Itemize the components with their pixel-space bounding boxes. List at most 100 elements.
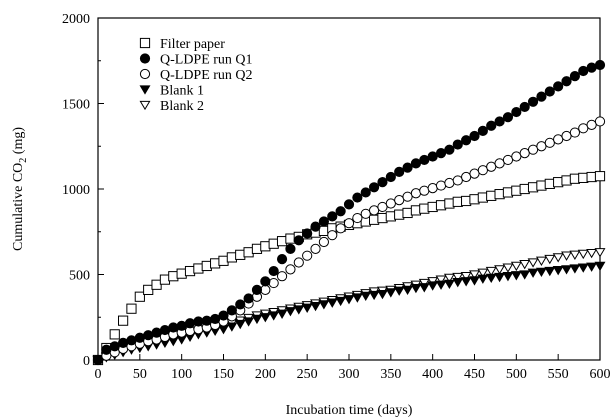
y-tick-label: 2000 [62,12,90,27]
data-point [402,207,413,219]
data-point [352,212,363,224]
data-point [210,313,221,325]
data-point [276,254,288,265]
data-point [444,198,455,209]
data-point [327,230,338,241]
data-point [369,205,380,216]
legend-marker [139,85,151,95]
data-point [527,268,539,278]
x-tick-label: 600 [590,367,611,382]
data-point [318,300,330,310]
data-point [360,187,371,198]
x-tick-label: 200 [255,367,276,382]
data-point [477,125,488,136]
y-tick-label: 1500 [62,98,90,113]
y-tick-label: 0 [83,354,90,369]
data-point [285,243,296,254]
data-point [536,91,547,102]
data-point [335,296,347,307]
data-point [176,320,187,331]
data-point [594,171,606,182]
x-tick-label: 150 [213,367,234,382]
data-point [494,265,506,275]
data-point [268,265,279,277]
axis-ticks: 0 50 100 150 200 250 300 350 400 450 500 550 600 0 500… [62,12,611,382]
data-point [393,286,405,296]
data-point [552,253,564,263]
data-point [377,177,388,188]
data-point [368,290,380,301]
data-point [502,154,514,166]
data-point [302,228,313,239]
data-point [469,276,480,286]
data-point [385,198,396,209]
data-point [452,278,464,288]
data-point [486,120,497,131]
data-point [561,265,573,275]
data-point [159,274,171,285]
data-point [577,263,589,273]
data-point [109,341,120,352]
legend-item: Q-LDPE run Q2 [139,68,253,83]
data-point [502,112,514,123]
data-point [494,189,505,200]
data-point [586,119,597,130]
data-point [268,277,279,289]
x-tick-label: 500 [506,367,527,382]
data-point [511,151,522,162]
series-q-ldpe-run-q1 [92,59,606,366]
data-point [293,235,304,246]
data-point [360,291,372,302]
data-point [310,221,321,232]
data-point [394,195,405,206]
data-point [118,337,129,348]
data-point [226,252,237,263]
data-point [201,260,212,272]
data-point [293,257,304,268]
data-point [226,305,237,316]
data-point [569,71,581,82]
data-point [502,263,514,273]
data-point [376,289,388,300]
data-point [410,205,422,216]
data-point [553,177,564,188]
data-point [427,151,438,162]
data-point [218,310,229,321]
data-point [594,59,606,71]
y-axis-label-unit: (mg) [11,127,26,158]
data-point [552,266,564,276]
data-point [260,284,271,295]
data-point [519,101,530,113]
data-point [536,141,547,152]
data-point [285,264,296,275]
x-tick-label: 400 [422,367,443,382]
y-tick-label: 500 [69,269,90,284]
data-point [193,263,204,274]
data-point [276,271,288,282]
data-point [460,272,472,282]
data-point [335,223,346,234]
data-point [477,268,489,278]
data-point [435,200,447,211]
data-point [276,309,288,319]
data-point [469,270,480,280]
data-point [335,206,346,217]
data-point [561,251,573,261]
data-point [544,86,555,97]
data-point [586,171,597,183]
data-point [151,279,162,290]
data-point [360,208,371,219]
data-point [586,62,597,73]
data-point [184,265,196,277]
data-point [402,191,413,202]
data-point [544,254,556,265]
x-tick-label: 350 [380,367,401,382]
legend-marker [139,68,151,80]
data-point [461,135,472,146]
x-tick-label: 100 [171,367,192,382]
data-point [444,177,455,189]
data-point [477,192,488,203]
data-point [251,284,263,295]
data-point [494,272,506,283]
data-point [510,261,522,272]
